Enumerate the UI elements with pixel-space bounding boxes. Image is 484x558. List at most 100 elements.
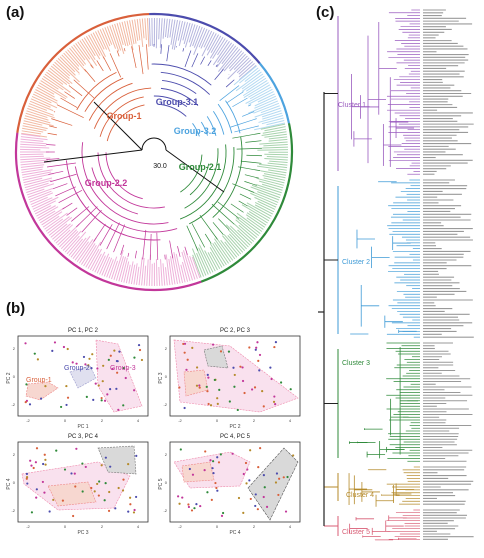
leaf-label-stroke <box>20 147 49 148</box>
root-arc <box>142 138 166 150</box>
scatter-point <box>245 482 247 484</box>
scatter-point <box>220 453 222 455</box>
scatter-point <box>102 380 104 382</box>
branch-spoke <box>245 175 259 178</box>
x-tick: -2 <box>26 418 30 423</box>
scatter-point <box>255 493 257 495</box>
branch-spoke <box>220 86 239 101</box>
scatter-point <box>31 511 33 513</box>
leaf-label-stroke <box>74 45 85 60</box>
scatter-point <box>101 399 103 401</box>
leaf-label-stroke <box>130 20 134 44</box>
scatter-point <box>261 390 263 392</box>
branch-spoke <box>51 119 72 126</box>
internal-branch <box>225 101 239 134</box>
leaf-label-stroke <box>245 70 260 82</box>
leaf-label-stroke <box>20 158 50 160</box>
scatter-point <box>257 508 259 510</box>
scatter-point <box>241 366 243 368</box>
leaf-label-stroke <box>156 259 157 286</box>
scatter-point <box>118 487 120 489</box>
scatter-point <box>42 463 44 465</box>
scatter-point <box>29 460 31 462</box>
branch-spoke <box>74 80 94 98</box>
branch-spoke <box>185 247 188 255</box>
scatter-point <box>275 341 277 343</box>
leaf-label-stroke <box>95 252 105 272</box>
branch-spoke <box>232 184 254 193</box>
y-tick: 0 <box>165 480 168 485</box>
x-tick: 0 <box>216 524 219 529</box>
scatter-point <box>60 406 62 408</box>
scatter-point <box>115 388 117 390</box>
branch-spoke <box>55 187 75 196</box>
pca-plots: PC 1, PC 2 PC 1 PC 2 Group-1 Group-2 Gro… <box>0 318 310 558</box>
scatter-point <box>184 343 186 345</box>
leaf-label-stroke <box>263 145 287 146</box>
internal-branch <box>92 168 138 214</box>
scatter-point <box>263 474 265 476</box>
scatter-point <box>95 382 97 384</box>
branch-spoke <box>157 233 158 260</box>
scatter-point <box>110 355 112 357</box>
internal-branch <box>218 104 232 133</box>
leaf-label-stroke <box>264 178 285 183</box>
internal-branch <box>189 147 234 224</box>
leaf-label-stroke <box>239 61 253 74</box>
branch-spoke <box>187 226 198 251</box>
branch-spoke <box>53 184 68 189</box>
branch-spoke <box>240 194 251 199</box>
scatter-point <box>85 466 87 468</box>
scatter-point <box>101 464 103 466</box>
x-tick: -2 <box>26 524 30 529</box>
x-tick: 2 <box>253 524 256 529</box>
circular-dendrogram: Group-1 Group-2.2 Group-3.1 Group-3.2 Gr… <box>2 2 302 302</box>
y-axis-label: PC 5 <box>158 478 164 489</box>
leaf-label-stroke <box>145 18 146 40</box>
leaf-label-stroke <box>183 250 192 280</box>
leaf-label-stroke <box>43 216 59 227</box>
scatter-point <box>62 500 64 502</box>
leaf-label-stroke <box>269 139 288 141</box>
scatter-point <box>65 385 67 387</box>
leaf-label-stroke <box>110 26 119 52</box>
scatter-point <box>204 450 206 452</box>
branch-spoke <box>177 246 180 257</box>
scatter-point <box>129 503 131 505</box>
internal-branch <box>161 72 210 94</box>
leaf-label-stroke <box>42 212 62 225</box>
branch-spoke <box>62 203 72 209</box>
x-tick: 2 <box>253 418 256 423</box>
scatter-point <box>212 460 214 462</box>
branch-spoke <box>97 60 104 70</box>
scatter-point <box>177 495 179 497</box>
scatter-point <box>207 377 209 379</box>
branch-spoke <box>218 219 229 230</box>
y-tick: 2 <box>165 452 168 457</box>
scatter-point <box>207 374 209 376</box>
scatter-point <box>218 389 220 391</box>
scatter-point <box>51 350 53 352</box>
leaf-label-stroke <box>165 267 167 285</box>
plot-title: PC 1, PC 2 <box>68 328 99 334</box>
scatter-point <box>206 491 208 493</box>
leaf-label-stroke <box>30 101 53 110</box>
scatter-point <box>283 476 285 478</box>
scatter-point <box>75 448 77 450</box>
leaf-label-stroke <box>160 18 162 48</box>
scatter-point <box>29 403 31 405</box>
scatter-point <box>101 397 103 399</box>
x-tick: 0 <box>216 418 219 423</box>
annotation-group-1: Group-1 <box>26 377 52 384</box>
scatter-point <box>104 499 106 501</box>
scatter-point <box>196 366 198 368</box>
scatter-point <box>290 388 292 390</box>
scatter-point <box>96 483 98 485</box>
scatter-point <box>209 459 211 461</box>
leaf-label-stroke <box>115 24 124 54</box>
pca-plot-pc1-pc2: PC 1, PC 2 PC 1 PC 2 Group-1 Group-2 Gro… <box>6 328 148 430</box>
scatter-point <box>211 467 213 469</box>
scatter-point <box>206 390 208 392</box>
leaf-label-stroke <box>261 171 286 175</box>
plot-title: PC 3, PC 4 <box>68 434 99 440</box>
